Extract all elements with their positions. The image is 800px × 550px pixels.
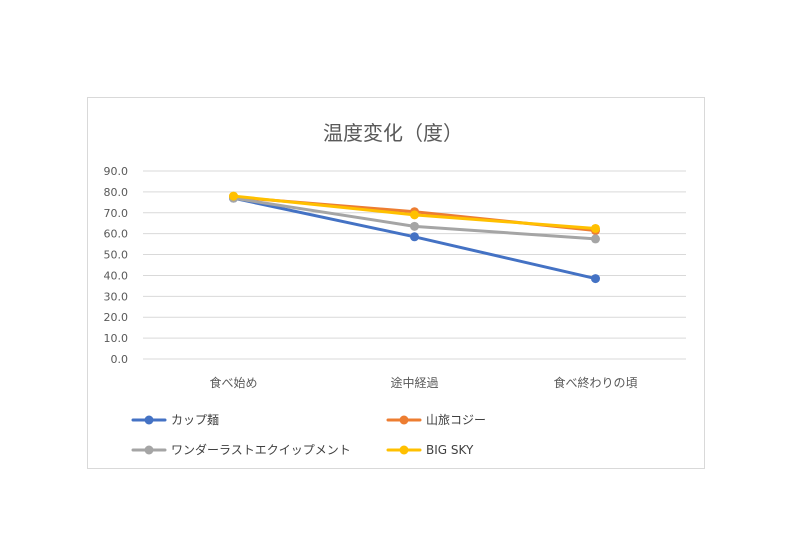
y-tick-label: 30.0: [104, 290, 129, 303]
data-point: [410, 221, 419, 231]
legend-item: 山旅コジー: [386, 413, 486, 427]
chart-title: 温度変化（度）: [323, 121, 463, 145]
y-tick-label: 10.0: [104, 332, 129, 345]
data-point: [591, 223, 600, 233]
data-point: [591, 234, 600, 244]
legend-label: カップ麺: [171, 413, 219, 427]
legend-item: カップ麺: [131, 413, 219, 427]
data-point: [410, 232, 419, 242]
y-tick-label: 50.0: [104, 249, 129, 262]
x-category-label: 食べ終わりの頃: [553, 375, 637, 390]
y-tick-label: 60.0: [104, 228, 129, 241]
legend-swatch-marker: [144, 445, 154, 455]
legend-label: 山旅コジー: [426, 413, 486, 427]
legend-swatch-marker: [399, 415, 409, 425]
legend-label: ワンダーラストエクイップメント: [171, 442, 351, 457]
gridlines: [143, 170, 686, 360]
y-axis-ticks: 0.0 10.0 20.0 30.0 40.0 50.0 60.0 70.0 80.0 90.0: [104, 165, 129, 366]
y-tick-label: 90.0: [104, 165, 129, 178]
series-group: [229, 191, 600, 284]
y-tick-label: 20.0: [104, 311, 129, 324]
legend-swatch-marker: [144, 415, 154, 425]
line-chart: 温度変化（度） 0.0 10.0 20.0 30.0 40.0 50.0 60.0 70.0 8…: [104, 121, 686, 457]
y-tick-label: 80.0: [104, 186, 129, 199]
x-category-label: 食べ始め: [209, 375, 257, 390]
legend-item: BIG SKY: [386, 443, 474, 457]
legend-item: ワンダーラストエクイップメント: [131, 442, 351, 457]
data-point: [229, 191, 238, 201]
y-tick-label: 70.0: [104, 207, 129, 220]
x-axis-categories: 食べ始め 途中経過 食べ終わりの頃: [209, 375, 637, 390]
legend-label: BIG SKY: [426, 443, 474, 457]
data-point: [591, 274, 600, 284]
data-point: [410, 210, 419, 220]
chart-frame: 温度変化（度） 0.0 10.0 20.0 30.0 40.0 50.0 60.0 70.0 8…: [87, 97, 705, 469]
legend-swatch-marker: [399, 445, 409, 455]
x-category-label: 途中経過: [390, 375, 438, 390]
y-tick-label: 40.0: [104, 269, 129, 282]
y-tick-label: 0.0: [111, 353, 129, 366]
